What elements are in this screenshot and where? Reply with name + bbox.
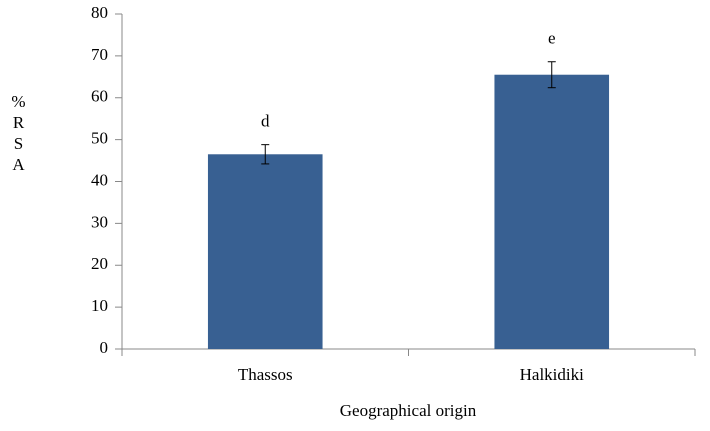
- y-tick-label: 30: [91, 212, 108, 231]
- x-axis-label: Geographical origin: [340, 401, 477, 420]
- y-tick-label: 60: [91, 87, 108, 106]
- x-tick-label: Thassos: [238, 365, 293, 384]
- bar: [494, 74, 610, 349]
- annotation: d: [261, 112, 270, 131]
- annotation: e: [548, 29, 556, 48]
- y-tick-label: 10: [91, 296, 108, 315]
- y-tick-label: 50: [91, 129, 108, 148]
- error-bar: [547, 61, 556, 89]
- y-tick-label: 20: [91, 254, 108, 273]
- y-tick-label: 70: [91, 45, 108, 64]
- y-axis-label: %RSA: [9, 92, 28, 176]
- bar: [207, 154, 323, 349]
- y-tick-label: 80: [91, 3, 108, 22]
- error-bar: [261, 144, 270, 165]
- y-tick-label: 0: [100, 338, 109, 357]
- x-tick-label: Halkidiki: [520, 365, 584, 384]
- y-tick-label: 40: [91, 170, 108, 189]
